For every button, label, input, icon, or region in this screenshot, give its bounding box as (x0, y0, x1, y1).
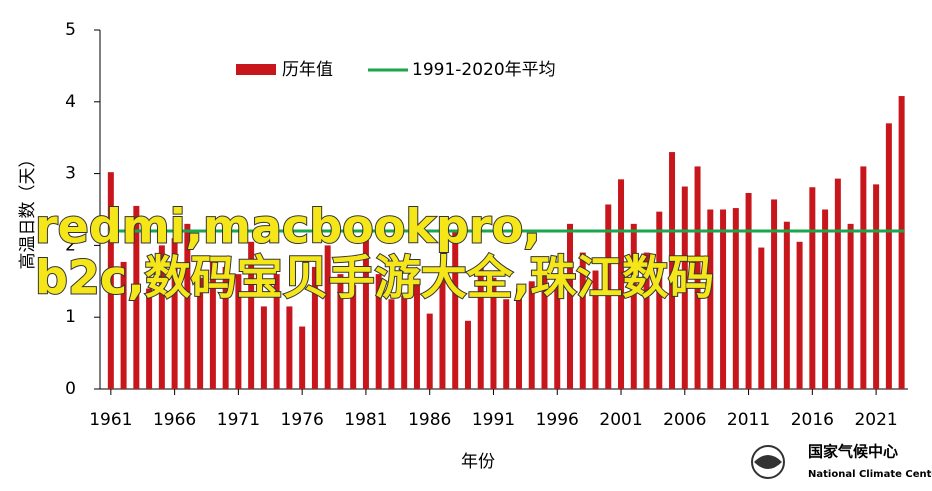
y-tick-label: 3 (65, 164, 76, 184)
x-tick-label: 1996 (536, 410, 579, 430)
bar (771, 199, 778, 389)
bar (694, 166, 701, 389)
logo-text: National Climate Center (808, 469, 932, 480)
bar (324, 245, 331, 389)
bar (567, 223, 574, 389)
logo-icon (754, 455, 782, 469)
logo-icon (751, 445, 785, 479)
bar (184, 223, 191, 389)
bar (681, 186, 688, 389)
x-tick-label: 2006 (663, 410, 706, 430)
bar (503, 299, 510, 389)
legend-label: 历年值 (282, 60, 333, 80)
bar (745, 192, 752, 389)
y-tick-label: 5 (65, 20, 76, 40)
bar (248, 241, 255, 389)
bar (528, 281, 535, 389)
bar (541, 274, 548, 389)
bar (260, 306, 267, 389)
bar (107, 172, 114, 389)
bar (783, 221, 790, 389)
bar (796, 241, 803, 389)
y-tick-label: 4 (65, 92, 76, 112)
bar (707, 209, 714, 389)
x-tick-label: 1966 (153, 410, 196, 430)
bar (120, 261, 127, 389)
x-tick-label: 1961 (89, 410, 132, 430)
bar (669, 152, 676, 389)
bar (643, 252, 650, 389)
bar (426, 313, 433, 389)
x-axis-label: 年份 (461, 452, 495, 472)
bar (209, 259, 216, 389)
bar (235, 274, 242, 389)
x-tick-label: 1976 (281, 410, 324, 430)
y-axis-label: 高温日数（天） (18, 151, 38, 270)
x-tick-label: 2016 (791, 410, 834, 430)
watermark: redmi,macbookpro, (35, 200, 541, 254)
bar (834, 178, 841, 389)
bar (222, 266, 229, 389)
y-tick-label: 2 (65, 235, 76, 255)
bar (158, 245, 165, 389)
bar (388, 299, 395, 389)
bar (847, 223, 854, 389)
legend-swatch (236, 64, 276, 75)
bar (822, 209, 829, 389)
bar (133, 205, 140, 389)
legend-label: 1991-2020年平均 (412, 60, 556, 80)
bar (732, 208, 739, 389)
bar (273, 274, 280, 389)
x-tick-label: 1981 (344, 410, 387, 430)
bar (579, 252, 586, 389)
bar (490, 277, 497, 389)
bar (592, 270, 599, 389)
bar (464, 320, 471, 389)
bar (413, 284, 420, 389)
bar (197, 277, 204, 389)
bar (350, 284, 357, 389)
logo-text: 国家气候中心 (808, 443, 898, 461)
bar (885, 123, 892, 389)
bar (605, 204, 612, 389)
bar (337, 274, 344, 389)
bar (630, 223, 637, 389)
bar (286, 306, 293, 389)
x-tick-label: 2021 (854, 410, 897, 430)
bar (401, 295, 408, 389)
y-tick-label: 1 (65, 307, 76, 327)
bar (656, 211, 663, 389)
bar (515, 288, 522, 389)
watermark: b2c,数码宝贝手游大全,珠江数码 (35, 251, 714, 305)
bar (362, 227, 369, 389)
bar (375, 274, 382, 389)
bar (618, 179, 625, 389)
logo (751, 445, 785, 479)
bar (311, 266, 318, 389)
x-tick-label: 2011 (727, 410, 770, 430)
bar (758, 247, 765, 389)
bar (439, 277, 446, 389)
x-tick-label: 1986 (408, 410, 451, 430)
bar (809, 187, 816, 389)
bar (171, 238, 178, 389)
y-tick-label: 0 (65, 379, 76, 399)
bar (299, 326, 306, 389)
bar (860, 166, 867, 389)
bar (554, 274, 561, 389)
bar (452, 231, 459, 389)
bar (720, 209, 727, 389)
x-tick-label: 1991 (472, 410, 515, 430)
bar (146, 288, 153, 389)
x-tick-label: 2001 (599, 410, 642, 430)
bar (898, 96, 905, 389)
bar (477, 266, 484, 389)
bar (873, 184, 880, 389)
x-tick-label: 1971 (217, 410, 260, 430)
